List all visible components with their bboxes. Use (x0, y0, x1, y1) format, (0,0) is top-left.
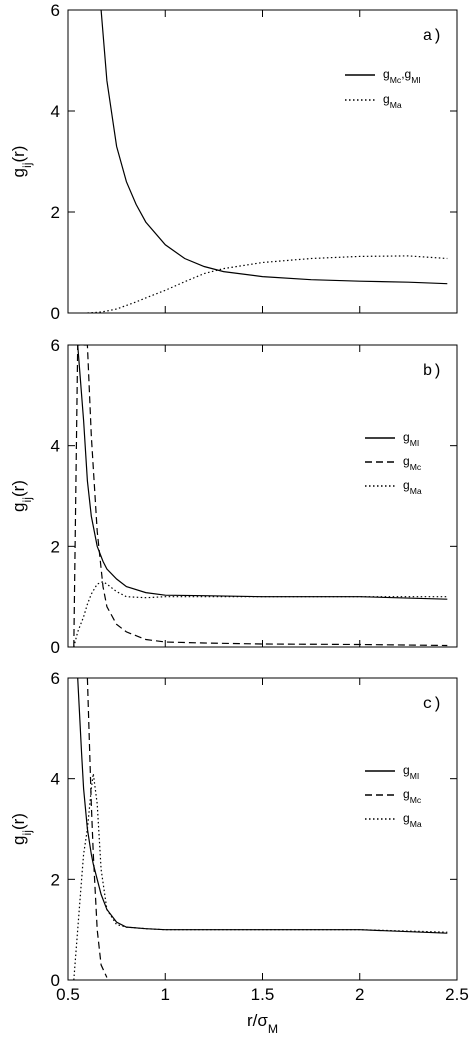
text-part: (r) (9, 480, 28, 497)
y-axis-label: gij(r) (9, 480, 34, 512)
legend-label: gMa (403, 478, 422, 496)
legend-label: gMc (403, 454, 422, 472)
text-part: g (403, 454, 410, 468)
legend-label: gMa (383, 92, 402, 110)
y-tick-label: 2 (51, 203, 60, 222)
y-tick-label: 4 (51, 102, 60, 121)
y-tick-label: 2 (51, 537, 60, 556)
x-axis-label: r/σM (247, 1011, 278, 1036)
plot-frame (67, 9, 458, 314)
text-part: g (403, 763, 410, 777)
legend-label: gMc (403, 787, 422, 805)
x-tick-label: 2 (355, 985, 364, 1004)
x-tick-label: 0.5 (56, 985, 80, 1004)
text-part: g (9, 502, 28, 511)
series-line (86, 678, 108, 978)
subscript: Ma (390, 100, 402, 110)
text-part: g (403, 811, 410, 825)
text-part: r/σ (247, 1011, 268, 1030)
subscript: MI (411, 75, 421, 85)
y-tick-label: 0 (51, 304, 60, 323)
subscript: MI (410, 438, 420, 448)
series-line (73, 580, 448, 647)
series-line (73, 345, 448, 647)
subscript: Ma (410, 819, 422, 829)
subscript: Mc (410, 462, 422, 472)
subscript: ij (20, 163, 34, 168)
panel-label: a) (423, 27, 442, 45)
y-tick-label: 6 (51, 669, 60, 688)
y-axis-label: gij(r) (9, 813, 34, 845)
y-axis-label: gij(r) (9, 146, 34, 178)
text-part: g (9, 168, 28, 177)
plot-frame (67, 344, 458, 648)
text-part: ,g (401, 67, 411, 81)
text-part: g (403, 478, 410, 492)
text-part: g (403, 430, 410, 444)
y-tick-label: 4 (51, 437, 60, 456)
legend-label: gMc,gMI (383, 67, 421, 85)
series-line (100, 10, 448, 285)
subscript: Ma (410, 486, 422, 496)
y-tick-label: 4 (51, 770, 60, 789)
y-tick-label: 0 (51, 638, 60, 657)
legend-label: gMI (403, 763, 419, 781)
text-part: (r) (9, 813, 28, 830)
series-line (77, 345, 448, 600)
series-line (87, 255, 448, 313)
panel-label: c) (423, 695, 442, 713)
x-tick-label: 2.5 (445, 985, 469, 1004)
legend-label: gMI (403, 430, 419, 448)
y-tick-label: 2 (51, 870, 60, 889)
x-tick-label: 1 (161, 985, 170, 1004)
panel-label: b) (423, 362, 442, 380)
y-tick-label: 0 (51, 971, 60, 990)
series-line (73, 773, 448, 980)
series-line (77, 678, 448, 934)
text-part: g (403, 787, 410, 801)
subscript: ij (20, 497, 34, 502)
subscript: Mc (390, 75, 402, 85)
text-part: (r) (9, 146, 28, 163)
text-part: g (383, 92, 390, 106)
subscript: M (268, 1022, 278, 1036)
legend-label: gMa (403, 811, 422, 829)
text-part: g (383, 67, 390, 81)
text-part: g (9, 835, 28, 844)
x-tick-label: 1.5 (251, 985, 275, 1004)
subscript: ij (20, 830, 34, 835)
y-tick-label: 6 (51, 1, 60, 20)
subscript: MI (410, 771, 420, 781)
y-tick-label: 6 (51, 336, 60, 355)
plot-frame (67, 677, 458, 981)
subscript: Mc (410, 795, 422, 805)
